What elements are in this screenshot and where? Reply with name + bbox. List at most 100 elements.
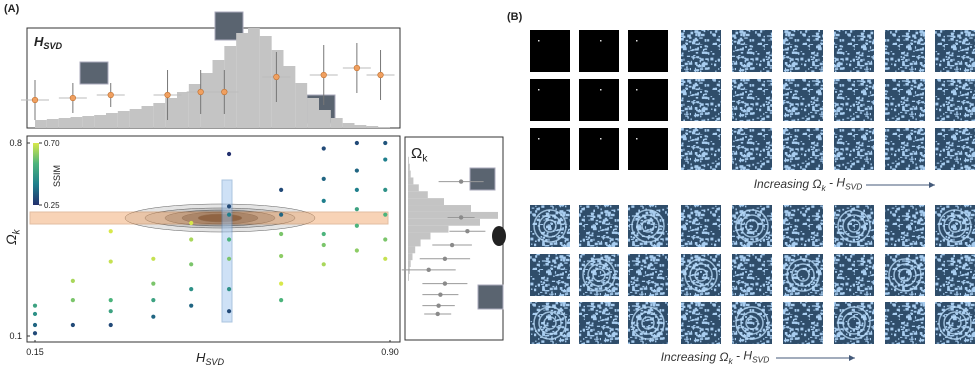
image-tile (681, 205, 721, 247)
image-tile (834, 79, 874, 121)
image-tile (783, 302, 823, 344)
hist-bar (188, 84, 201, 128)
image-tile (681, 128, 721, 170)
hist-bar (224, 46, 237, 128)
hist-bar (408, 246, 416, 254)
hist-bar (307, 98, 319, 128)
image-tile (579, 302, 619, 344)
scatter-point (226, 237, 232, 242)
image-tile (783, 30, 823, 72)
image-swirl (592, 268, 606, 282)
scatter-point (354, 140, 359, 146)
image-tile (628, 128, 668, 170)
scatter-point (383, 187, 388, 192)
hist-bar (82, 116, 95, 128)
image-tile (885, 128, 925, 170)
grid-caption: Increasing Ωk - HSVD (661, 349, 770, 366)
point (438, 292, 443, 297)
hist-bar (70, 117, 83, 128)
scatter-point (70, 322, 75, 328)
image-swirl (543, 316, 557, 330)
image-dot (636, 138, 638, 140)
image-swirl (842, 214, 866, 238)
hist-bar (200, 73, 213, 128)
scatter-point (279, 212, 284, 217)
y-axis-label-part: k (11, 228, 22, 234)
image-dot (636, 40, 638, 42)
grid-caption-part: k (822, 183, 827, 193)
hist-bar (236, 33, 248, 128)
hist-bar (408, 163, 410, 171)
scatter-point (226, 212, 232, 217)
thumbnail (477, 284, 504, 310)
scatter-point (354, 223, 359, 228)
scatter-point (354, 248, 359, 253)
scatter-point (108, 309, 113, 314)
scatter-point (321, 262, 326, 267)
point (442, 281, 448, 286)
image-tile (935, 30, 975, 72)
image-tile (530, 30, 570, 72)
panel-title-part: H (34, 34, 44, 49)
image-tile (732, 302, 772, 344)
hist-bar (408, 239, 421, 247)
panel-title: Ωk (411, 145, 428, 165)
scatter-point (70, 278, 75, 283)
grid-caption-part: Increasing Ω (661, 350, 729, 364)
hist-bar (408, 170, 411, 178)
grid-caption-part: - H (826, 176, 846, 190)
image-tile (935, 205, 975, 247)
image-tile (732, 254, 772, 296)
thumbnail (469, 167, 496, 191)
grid-caption-part: - H (733, 349, 753, 363)
image-tile (935, 128, 975, 170)
image-tile (628, 205, 668, 247)
image-swirl (898, 268, 912, 282)
image-tile (579, 79, 619, 121)
image-swirl (631, 306, 665, 340)
scatter-point (108, 259, 113, 264)
scatter-point (108, 322, 113, 328)
panel-title: HSVD (34, 34, 63, 51)
scatter-point (279, 253, 284, 259)
scatter-point (354, 168, 359, 173)
hist-bar (165, 98, 177, 128)
image-tile (834, 128, 874, 170)
image-tile (885, 30, 925, 72)
image-swirl (837, 306, 871, 340)
image-swirl (587, 263, 611, 287)
point (320, 71, 327, 79)
scatter-point (189, 262, 194, 267)
image-tile (783, 254, 823, 296)
point (107, 91, 114, 99)
scatter-point (226, 151, 232, 157)
scatter-point (226, 287, 232, 292)
point (426, 267, 431, 273)
grid-caption-part: Increasing Ω (754, 177, 822, 191)
hist-bar (295, 83, 308, 128)
image-swirl (538, 311, 562, 335)
image-swirl (582, 258, 616, 292)
image-tile (732, 128, 772, 170)
scatter-point (226, 309, 232, 314)
image-swirl (694, 268, 708, 282)
hist-bar (408, 260, 411, 268)
y-axis-label-part: Ω (3, 234, 19, 245)
scatter-point (189, 220, 194, 226)
image-swirl (943, 214, 967, 238)
image-swirl (538, 214, 562, 238)
point (458, 215, 464, 220)
hist-bar (408, 191, 428, 199)
image-tile (732, 79, 772, 121)
hist-bar (141, 106, 154, 128)
image-tile (834, 205, 874, 247)
colorbar-tick-label: 0.25 (44, 201, 60, 210)
image-dot (538, 138, 540, 140)
image-tile (783, 79, 823, 121)
image-tile (783, 205, 823, 247)
image-swirl (735, 306, 769, 340)
image-swirl (689, 263, 713, 287)
hist-bar (58, 118, 71, 128)
hist-bar (408, 198, 444, 206)
image-swirl (842, 311, 866, 335)
